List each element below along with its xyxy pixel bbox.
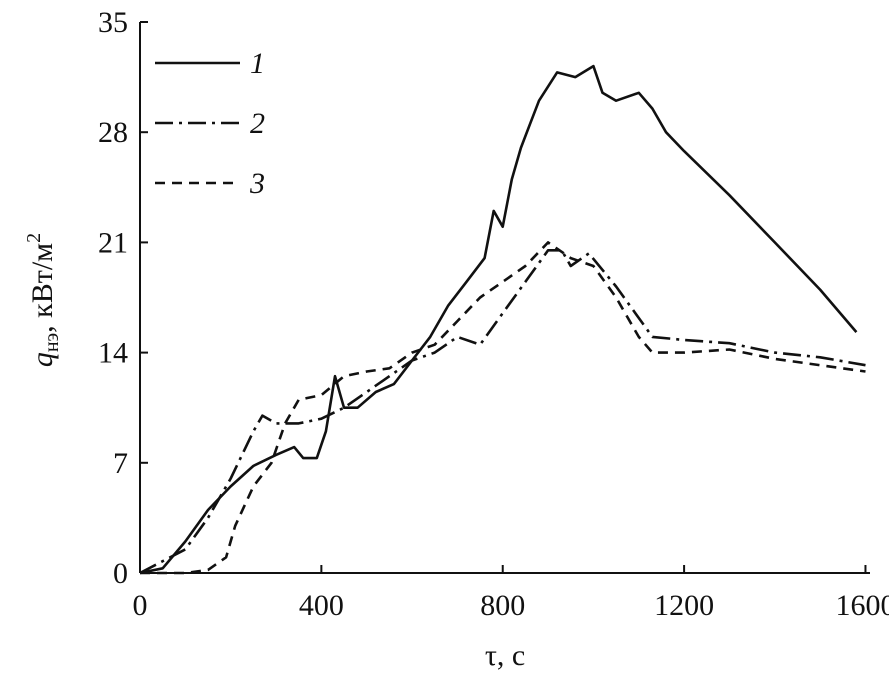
y-axis-label: qнэ, кВт/м2: [23, 233, 63, 367]
y-label-unit: , кВт/м: [26, 243, 59, 333]
y-tick-label: 28: [98, 116, 128, 149]
x-axis-label: τ, с: [485, 639, 525, 672]
y-tick-label: 0: [113, 557, 128, 590]
x-tick-label: 1200: [654, 589, 714, 622]
y-tick-label: 7: [113, 447, 128, 480]
x-tick-label: 400: [299, 589, 344, 622]
x-tick-label: 800: [480, 589, 525, 622]
y-label-sup: 2: [23, 233, 45, 243]
legend-label: 3: [249, 167, 265, 200]
series-line: [139, 64, 858, 575]
y-tick-label: 14: [98, 337, 128, 370]
legend-label: 2: [250, 107, 265, 140]
y-label-main: q: [26, 352, 59, 367]
x-tick-label: 1600: [835, 589, 889, 622]
y-tick-label: 35: [98, 6, 128, 39]
y-label-sub: нэ: [41, 333, 63, 352]
series-line: [140, 241, 866, 575]
legend-label: 1: [250, 47, 265, 80]
y-tick-label: 21: [98, 226, 128, 259]
x-tick-label: 0: [133, 589, 148, 622]
series-line: [139, 249, 866, 575]
